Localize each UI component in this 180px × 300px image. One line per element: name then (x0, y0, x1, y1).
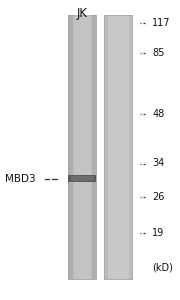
Bar (68, 175, 96, 182)
Text: 19: 19 (152, 227, 164, 238)
Bar (92, 15, 96, 279)
Text: JK: JK (76, 8, 87, 20)
Bar (74, 15, 91, 279)
Bar (68, 15, 96, 279)
Bar (104, 15, 108, 279)
Bar (129, 15, 132, 279)
Bar (71, 176, 94, 181)
Text: 26: 26 (152, 191, 165, 202)
Text: 48: 48 (152, 109, 164, 119)
Text: 34: 34 (152, 158, 164, 169)
Text: 117: 117 (152, 17, 171, 28)
Text: MBD3: MBD3 (5, 173, 36, 184)
Bar (68, 15, 73, 279)
Text: (kD): (kD) (152, 262, 173, 272)
Bar (104, 15, 132, 279)
Text: 85: 85 (152, 47, 165, 58)
